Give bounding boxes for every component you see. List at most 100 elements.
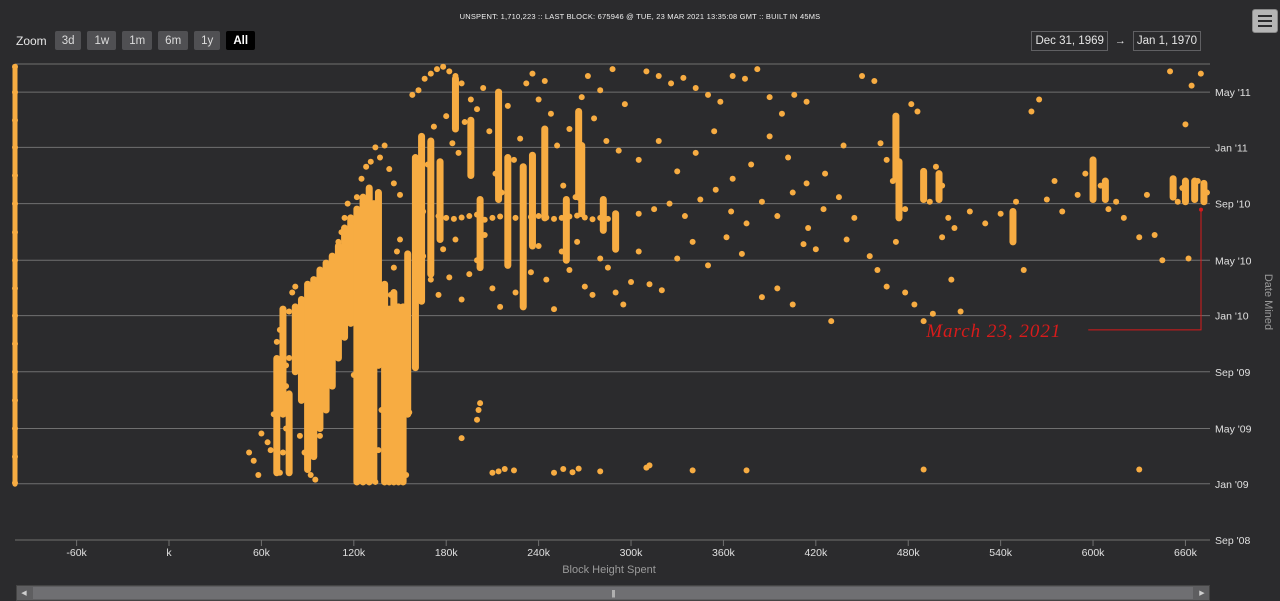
data-point — [433, 66, 440, 73]
data-point — [446, 68, 453, 75]
data-point — [458, 435, 465, 442]
y-tick-label: Jan '11 — [1215, 142, 1248, 154]
x-tick-label: 360k — [712, 547, 736, 559]
y-axis-ticks: Sep '08 Jan '09 May '09 Sep '09 Jan '10 May '… — [1215, 87, 1252, 547]
data-point — [449, 140, 456, 147]
data-point — [754, 66, 761, 73]
data-point — [372, 478, 379, 485]
data-point — [584, 72, 591, 79]
data-point — [1143, 191, 1150, 198]
data-point — [492, 170, 499, 177]
data-point — [466, 271, 473, 278]
data-point — [543, 276, 550, 283]
data-point — [276, 326, 283, 333]
y-tick-label: May '09 — [1215, 423, 1252, 435]
data-point — [495, 468, 502, 475]
data-point — [939, 234, 946, 241]
data-point — [535, 96, 542, 103]
data-point — [748, 161, 755, 168]
data-point — [926, 198, 933, 205]
data-point — [12, 479, 18, 486]
data-point — [320, 390, 327, 397]
data-point — [474, 211, 481, 218]
data-point — [914, 108, 921, 115]
data-point — [692, 84, 699, 91]
data-point — [329, 320, 336, 327]
data-point — [504, 212, 511, 219]
range-to-input[interactable]: Jan 1, 1970 — [1132, 31, 1201, 51]
data-point — [1200, 196, 1207, 203]
data-point — [312, 476, 319, 483]
arrow-left-icon[interactable]: ◀ — [21, 590, 27, 597]
data-point — [668, 80, 675, 87]
range-arrow-icon: → — [1114, 35, 1126, 47]
data-point — [435, 291, 442, 298]
scrollbar-thumb[interactable]: ||| — [33, 587, 1193, 599]
data-point — [264, 439, 271, 446]
data-point — [403, 472, 410, 479]
zoom-label: Zoom — [16, 33, 47, 48]
data-point — [929, 310, 936, 317]
zoom-1w-button[interactable]: 1w — [87, 31, 117, 50]
data-point — [477, 400, 484, 407]
annotation-leader — [1088, 209, 1202, 331]
data-point — [381, 368, 388, 375]
range-from-input[interactable]: Dec 31, 1969 — [1031, 31, 1108, 51]
data-point — [446, 274, 453, 281]
zoom-1y-button[interactable]: 1y — [194, 31, 221, 50]
data-point — [397, 236, 404, 243]
chart-scrollbar[interactable]: ◀ ||| ▶ — [16, 585, 1210, 601]
data-point — [966, 208, 973, 215]
data-point — [12, 229, 18, 236]
arrow-right-icon[interactable]: ▶ — [1199, 590, 1205, 597]
data-point — [1204, 189, 1211, 196]
hamburger-menu-icon[interactable] — [1252, 9, 1278, 33]
x-axis-ticks: -60k k 60k 120k 180k 240k 300k 360k 420k 480k 540k… — [15, 539, 1210, 559]
data-point — [589, 216, 596, 223]
data-point — [323, 271, 330, 278]
data-point — [367, 158, 374, 165]
data-point — [705, 262, 712, 269]
zoom-all-button[interactable]: All — [226, 31, 256, 50]
data-point — [951, 225, 958, 232]
data-point — [283, 383, 290, 390]
data-point — [939, 182, 946, 189]
data-point — [1179, 184, 1186, 191]
data-point — [543, 214, 550, 221]
data-point — [1059, 208, 1066, 215]
data-point — [766, 133, 773, 140]
data-point — [292, 283, 299, 290]
data-point — [1020, 266, 1027, 273]
data-point — [651, 206, 658, 213]
data-point — [443, 113, 450, 120]
data-point — [307, 472, 314, 479]
data-point — [1159, 257, 1166, 264]
data-point — [412, 206, 419, 213]
data-point — [635, 210, 642, 217]
data-point — [498, 189, 505, 196]
data-point — [1028, 108, 1035, 115]
data-point — [697, 196, 704, 203]
data-point — [467, 96, 474, 103]
data-point — [581, 214, 588, 221]
y-tick-label: May '11 — [1215, 87, 1251, 99]
data-point — [889, 178, 896, 185]
data-point — [1082, 170, 1089, 177]
data-point — [420, 208, 427, 215]
zoom-6m-button[interactable]: 6m — [158, 31, 189, 50]
data-point — [512, 289, 519, 296]
data-point — [390, 264, 397, 271]
data-point — [666, 200, 673, 207]
data-point — [789, 301, 796, 308]
data-point — [945, 214, 952, 221]
data-point — [1074, 191, 1081, 198]
data-point — [597, 255, 604, 262]
zoom-1m-button[interactable]: 1m — [122, 31, 153, 50]
zoom-3d-button[interactable]: 3d — [54, 31, 82, 50]
data-point — [541, 78, 548, 85]
data-point — [474, 106, 481, 113]
data-point — [883, 283, 890, 290]
data-point — [335, 238, 342, 245]
data-point — [424, 161, 431, 168]
y-axis-title: Date Mined — [1262, 274, 1274, 330]
